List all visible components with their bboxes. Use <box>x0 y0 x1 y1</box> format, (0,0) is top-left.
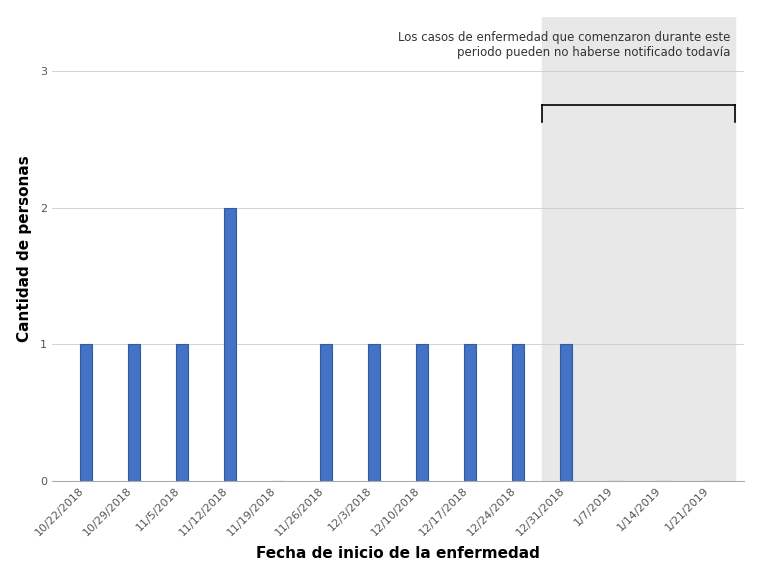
X-axis label: Fecha de inicio de la enfermedad: Fecha de inicio de la enfermedad <box>256 546 540 561</box>
Bar <box>80 344 91 481</box>
Bar <box>464 344 476 481</box>
Bar <box>176 344 188 481</box>
Text: Los casos de enfermedad que comenzaron durante este
periodo pueden no haberse no: Los casos de enfermedad que comenzaron d… <box>398 31 731 58</box>
Bar <box>512 344 524 481</box>
Bar <box>416 344 428 481</box>
Bar <box>320 344 332 481</box>
Bar <box>560 344 572 481</box>
Bar <box>368 344 380 481</box>
Y-axis label: Cantidad de personas: Cantidad de personas <box>17 155 32 342</box>
Bar <box>128 344 140 481</box>
Bar <box>543 17 734 481</box>
Bar <box>224 208 236 481</box>
